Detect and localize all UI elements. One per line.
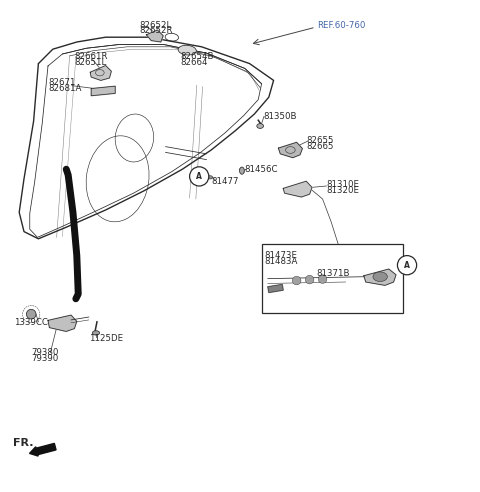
Ellipse shape xyxy=(208,176,213,179)
Text: 81310E: 81310E xyxy=(326,180,360,189)
Text: 82652R: 82652R xyxy=(139,27,173,35)
Ellipse shape xyxy=(92,331,100,335)
Text: 81456C: 81456C xyxy=(245,165,278,174)
Circle shape xyxy=(190,167,209,186)
Text: REF.60-760: REF.60-760 xyxy=(317,21,365,30)
Text: 1125DE: 1125DE xyxy=(89,334,123,342)
Ellipse shape xyxy=(178,45,196,55)
Text: 82681A: 82681A xyxy=(48,84,82,93)
Text: 81371B: 81371B xyxy=(317,269,350,278)
Circle shape xyxy=(26,309,36,319)
Text: 81483A: 81483A xyxy=(264,257,298,266)
Polygon shape xyxy=(146,30,163,42)
Text: 82652L: 82652L xyxy=(139,21,171,30)
Ellipse shape xyxy=(257,123,264,128)
Polygon shape xyxy=(91,86,115,96)
Text: A: A xyxy=(404,261,410,270)
Text: 82671: 82671 xyxy=(48,78,75,87)
Polygon shape xyxy=(48,315,77,332)
Circle shape xyxy=(318,275,327,283)
Text: A: A xyxy=(196,172,202,181)
Polygon shape xyxy=(268,284,283,293)
Text: 82661R: 82661R xyxy=(74,52,108,61)
Polygon shape xyxy=(283,181,312,197)
Text: 81473E: 81473E xyxy=(264,251,297,260)
Circle shape xyxy=(292,276,301,285)
Text: 82665: 82665 xyxy=(306,142,334,151)
Polygon shape xyxy=(278,142,302,157)
FancyArrow shape xyxy=(30,443,56,456)
Text: 1339CC: 1339CC xyxy=(14,318,48,327)
Polygon shape xyxy=(364,269,396,285)
Text: 81350B: 81350B xyxy=(263,112,297,121)
Text: 81320E: 81320E xyxy=(326,186,360,195)
Text: FR.: FR. xyxy=(13,438,34,448)
Text: 82664: 82664 xyxy=(180,58,207,66)
FancyBboxPatch shape xyxy=(262,244,403,313)
Text: 79380: 79380 xyxy=(31,348,59,357)
Polygon shape xyxy=(90,65,111,80)
Text: 81477: 81477 xyxy=(211,177,239,185)
Ellipse shape xyxy=(240,167,244,174)
Text: 82655: 82655 xyxy=(306,136,334,145)
Text: 82654B: 82654B xyxy=(180,52,214,61)
Text: 82651L: 82651L xyxy=(74,58,107,66)
Text: 79390: 79390 xyxy=(31,354,59,363)
Circle shape xyxy=(305,276,314,284)
Circle shape xyxy=(397,256,417,275)
Ellipse shape xyxy=(373,272,387,281)
